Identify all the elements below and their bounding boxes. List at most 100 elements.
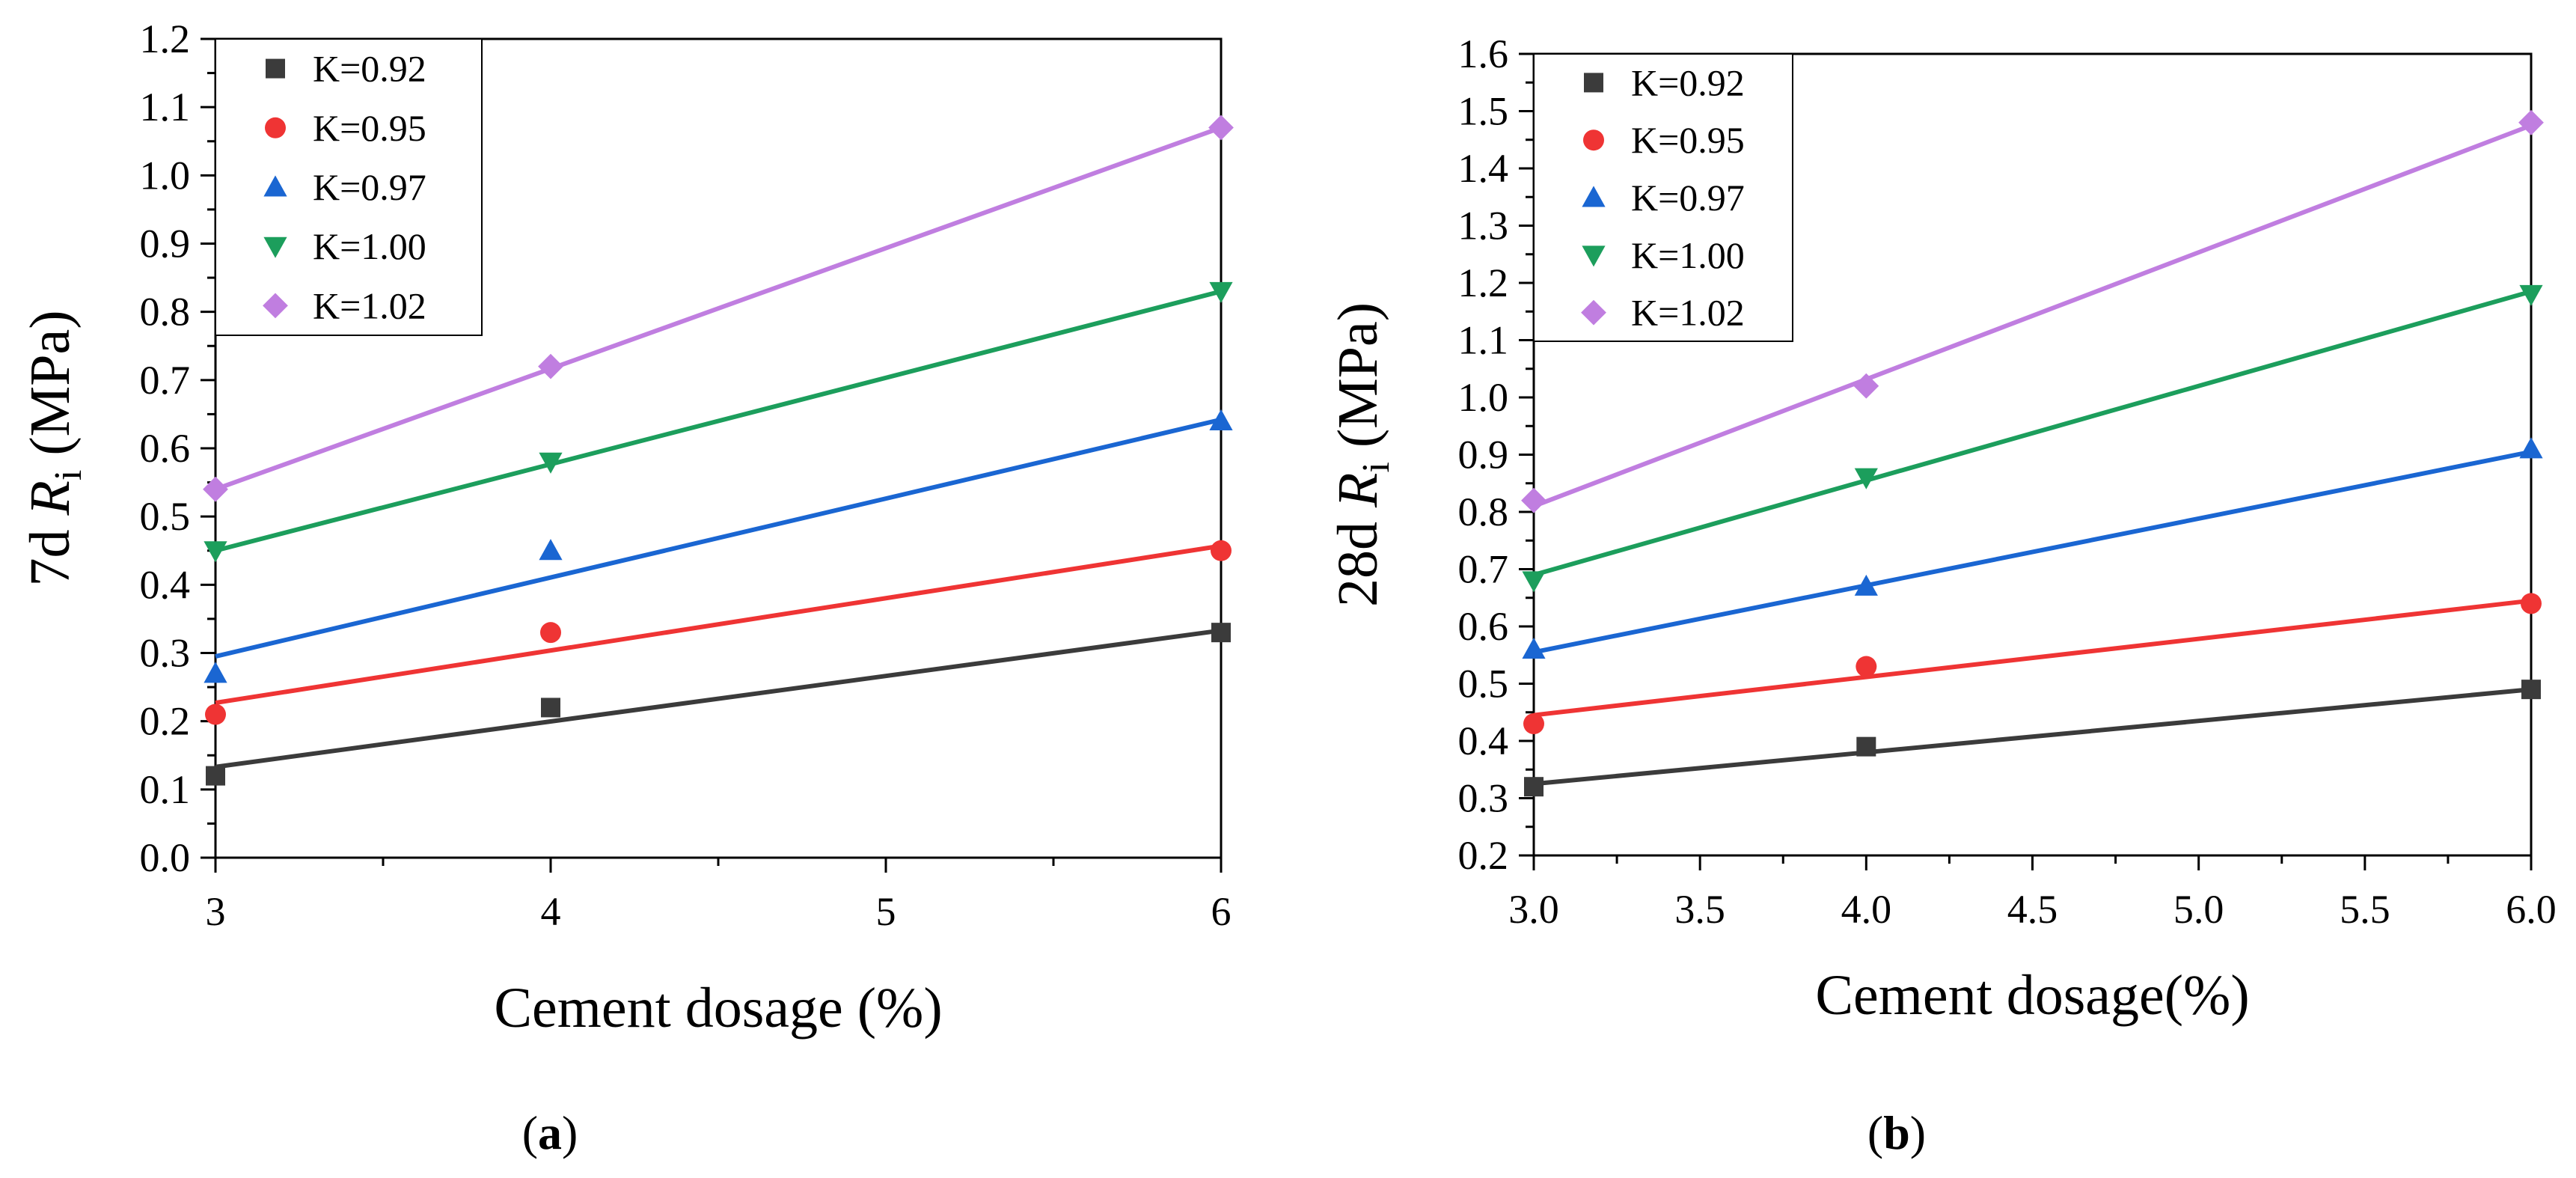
data-point-k-1-02: [203, 476, 228, 502]
y-tick-label: 0.4: [140, 562, 191, 607]
series-k-0-97: [204, 409, 1233, 683]
fit-line-k-0-92: [1533, 687, 2532, 787]
data-point-k-0-97: [1209, 409, 1233, 431]
series-k-1-02: [1521, 109, 2544, 513]
legend-marker-k-1-02: [263, 293, 288, 319]
y-axis-title-symbol: R: [19, 480, 82, 516]
series-k-1-00: [1522, 284, 2543, 593]
series-k-0-97: [1522, 437, 2543, 659]
y-tick-label: 1.0: [140, 153, 191, 198]
data-point-k-1-00: [204, 541, 227, 563]
data-point-k-0-97: [1522, 638, 1546, 659]
y-axis-title-prefix: 28d: [1327, 507, 1389, 607]
data-point-k-1-02: [2518, 109, 2544, 135]
y-tick-label: 0.0: [140, 835, 191, 880]
x-tick-label: 5: [876, 889, 896, 934]
data-point-k-0-92: [1856, 736, 1876, 757]
series-k-0-92: [1524, 680, 2541, 797]
y-tick-label: 0.1: [140, 767, 191, 812]
fit-line-k-1-00: [1533, 289, 2532, 578]
series-k-0-95: [1523, 593, 2542, 735]
y-tick-label: 0.7: [140, 358, 191, 403]
legend: K=0.92 K=0.95 K=0.97 K=1.00 K=1.02: [1533, 53, 1793, 342]
y-tick-label: 0.2: [1458, 833, 1509, 878]
x-tick-label: 6: [1211, 889, 1232, 934]
legend-label: K=1.00: [313, 225, 426, 267]
y-tick-label: 0.3: [140, 631, 191, 676]
legend-label: K=0.97: [313, 166, 426, 208]
series-k-0-92: [206, 623, 1231, 786]
y-tick-label: 1.0: [1458, 375, 1509, 420]
y-tick-label: 0.9: [140, 222, 191, 266]
fit-line-k-1-02: [1532, 123, 2533, 509]
legend-box: [1533, 53, 1793, 342]
y-tick-label: 1.3: [1458, 204, 1509, 248]
panel-label-close: ): [1910, 1106, 1926, 1159]
data-point-k-0-92: [541, 698, 560, 718]
legend-label: K=0.95: [1631, 119, 1745, 161]
data-point-k-0-92: [2521, 680, 2541, 700]
data-point-k-0-97: [2519, 437, 2543, 459]
y-tick-label: 0.2: [140, 699, 191, 744]
legend-marker-k-0-95: [265, 117, 286, 138]
data-point-k-0-95: [540, 622, 561, 644]
y-tick-label: 1.1: [1458, 318, 1509, 363]
fit-line-k-0-97: [215, 417, 1222, 659]
y-axis-title-prefix: 7d: [19, 516, 82, 587]
data-point-k-0-92: [1211, 623, 1231, 643]
panel-label-letter: a: [538, 1106, 562, 1159]
legend-label: K=1.00: [1631, 234, 1745, 276]
y-tick-label: 1.5: [1458, 89, 1509, 134]
panel-label-close: ): [562, 1106, 578, 1159]
series-k-0-95: [205, 540, 1232, 725]
y-tick-label: 0.7: [1458, 547, 1509, 592]
data-point-k-0-95: [205, 704, 226, 725]
x-axis-title: Cement dosage (%): [494, 977, 942, 1040]
chart-panel-a: 0.0 0.1 0.2 0.3 0.4 0.5 0.6 0.7 0.8 0.9 1.0 1.1 1.2 3…: [19, 16, 1234, 1159]
data-point-k-0-92: [206, 766, 225, 786]
legend-marker-k-0-92: [266, 58, 285, 79]
y-axis-title-subscript: i: [1355, 462, 1398, 472]
y-axis-title-symbol: R: [1327, 473, 1389, 508]
y-tick-label: 0.8: [140, 290, 191, 335]
data-point-k-0-97: [539, 539, 563, 561]
data-point-k-1-00: [1209, 281, 1233, 303]
legend-marker-k-1-00: [1582, 245, 1606, 267]
x-tick-label: 3.5: [1674, 887, 1725, 932]
y-tick-label: 1.2: [140, 16, 191, 61]
fit-line-k-0-95: [1533, 598, 2532, 718]
data-point-k-1-02: [1521, 487, 1546, 513]
y-tick-label: 0.6: [1458, 604, 1509, 649]
data-point-k-1-02: [538, 353, 563, 379]
legend-label: K=1.02: [313, 284, 426, 326]
data-point-k-1-00: [1522, 571, 1546, 593]
y-tick-label: 1.2: [1458, 260, 1509, 305]
y-axis-title-subscript: i: [47, 470, 90, 480]
y-tick-label: 1.4: [1458, 146, 1509, 191]
data-point-k-0-95: [2521, 593, 2542, 614]
series-k-1-00: [204, 281, 1233, 563]
x-tick-label: 4: [541, 889, 561, 934]
y-tick-label: 1.1: [140, 85, 191, 129]
x-tick-label: 5.5: [2340, 887, 2390, 932]
y-axis-title: 7d Ri (MPa): [19, 310, 90, 586]
data-point-k-0-95: [1523, 713, 1544, 735]
x-tick-label: 3.0: [1508, 887, 1559, 932]
legend-marker-k-1-02: [1581, 299, 1606, 326]
legend-label: K=0.92: [1631, 61, 1745, 103]
fit-line-k-0-97: [1533, 449, 2532, 655]
data-point-k-0-97: [204, 662, 227, 683]
panel-label: (a): [522, 1106, 578, 1159]
legend-marker-k-1-00: [263, 236, 287, 258]
y-tick-label: 0.3: [1458, 776, 1509, 821]
panel-label-letter: b: [1883, 1106, 1910, 1159]
series-k-1-02: [203, 115, 1234, 502]
data-point-k-0-95: [1211, 540, 1232, 561]
x-tick-label: 4.5: [2007, 887, 2058, 932]
legend-marker-k-0-97: [263, 175, 287, 197]
x-tick-label: 4.0: [1841, 887, 1892, 932]
data-point-k-1-02: [1853, 373, 1879, 399]
fit-line-k-1-02: [214, 125, 1223, 492]
y-tick-label: 0.6: [140, 426, 191, 471]
